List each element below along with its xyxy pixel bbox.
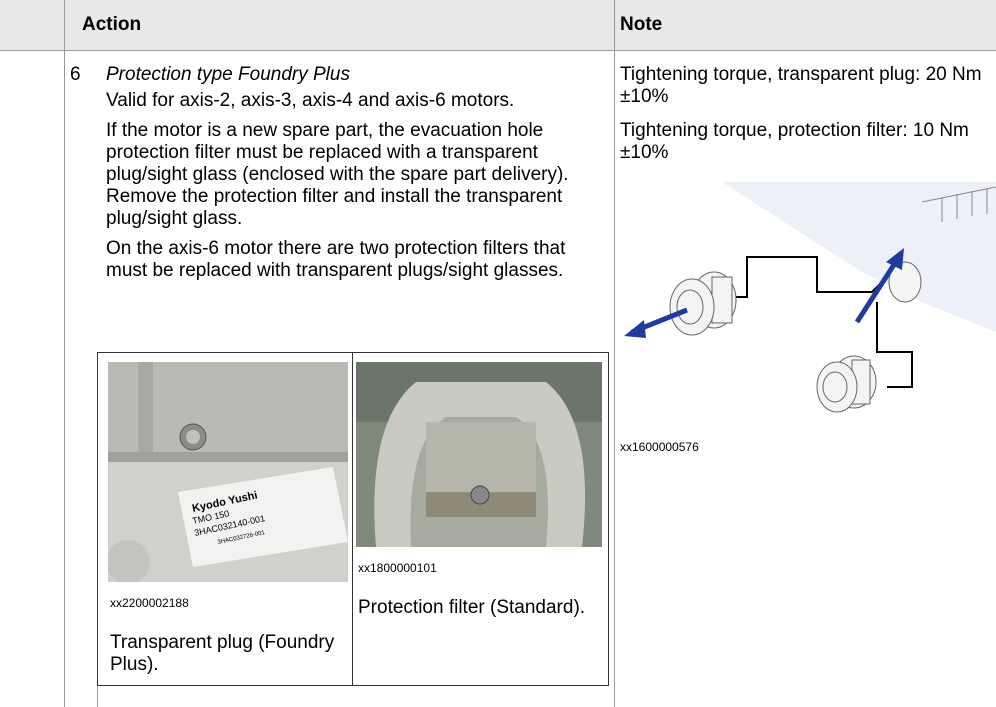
header-note: Note — [620, 14, 663, 35]
figure-caption: Protection filter (Standard). — [358, 597, 586, 618]
rule — [614, 0, 615, 707]
figure-table — [97, 352, 609, 686]
paragraph: On the axis-6 motor there are two protec… — [106, 238, 566, 281]
rule — [97, 685, 98, 707]
header-action: Action — [82, 14, 142, 35]
figure-caption: Transparent plug (Foundry Plus). — [110, 632, 335, 675]
rule — [0, 50, 996, 51]
step-number: 6 — [70, 64, 81, 85]
figure-id: xx1800000101 — [358, 561, 437, 575]
action-title: Protection type Foundry Plus — [106, 64, 350, 85]
header-row — [0, 0, 996, 50]
figure-id: xx1600000576 — [620, 440, 699, 454]
note-paragraph: Tightening torque, transparent plug: 20 … — [620, 64, 982, 107]
illustration — [624, 182, 996, 413]
rule — [352, 352, 353, 685]
photo-protection-filter — [356, 362, 602, 547]
photo-transparent-plug: Kyodo Yushi TMO 150 3HAC032140-001 3HAC0… — [108, 362, 348, 582]
paragraph: Valid for axis-2, axis-3, axis-4 and axi… — [106, 90, 515, 111]
paragraph: If the motor is a new spare part, the ev… — [106, 120, 569, 229]
note-paragraph: Tightening torque, protection filter: 10… — [620, 120, 969, 163]
figure-id: xx2200002188 — [110, 596, 189, 610]
rule — [64, 0, 65, 707]
